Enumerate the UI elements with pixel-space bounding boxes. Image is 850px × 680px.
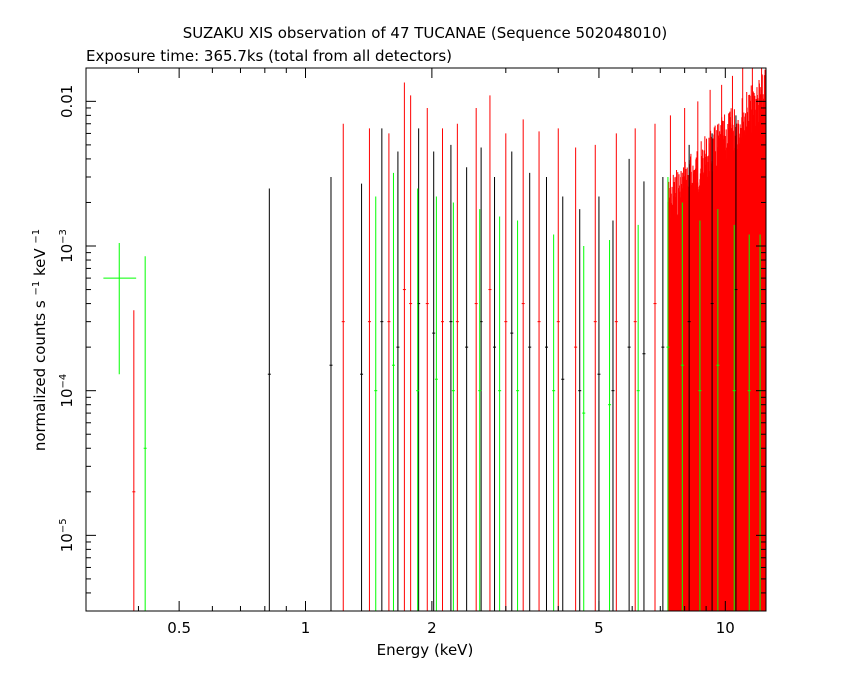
x-tick-label: 0.5 (167, 619, 191, 637)
y-tick-label: 10−3 (58, 229, 76, 263)
y-axis: 0.01 10−3 10−4 10−5 (58, 85, 766, 612)
y-tick-label: 10−4 (58, 374, 76, 408)
series-red (132, 68, 764, 611)
series-black (267, 115, 738, 611)
chart-subtitle: Exposure time: 365.7ks (total from all d… (86, 47, 452, 65)
y-axis-label-exp: −1 (31, 281, 42, 296)
y-axis-label: normalized counts s −1 keV −1 (25, 229, 49, 451)
y-axis-label-exp2: −1 (31, 229, 42, 244)
y-tick-label: 10−5 (58, 518, 76, 552)
x-tick-label: 5 (594, 619, 604, 637)
y-axis-label-unit: keV (31, 248, 49, 276)
y-axis-label-text: normalized counts s (31, 300, 49, 451)
x-tick-label: 1 (301, 619, 311, 637)
chart-title: SUZAKU XIS observation of 47 TUCANAE (Se… (183, 24, 667, 42)
plot-frame (85, 67, 767, 612)
series-green (103, 172, 762, 611)
x-axis-label: Energy (keV) (377, 641, 474, 659)
data-marks (103, 68, 766, 611)
y-tick-label: 0.01 (58, 85, 76, 118)
x-axis: 0.5 1 2 5 10 (85, 68, 735, 637)
x-tick-label: 10 (716, 619, 735, 637)
x-tick-label: 2 (427, 619, 437, 637)
